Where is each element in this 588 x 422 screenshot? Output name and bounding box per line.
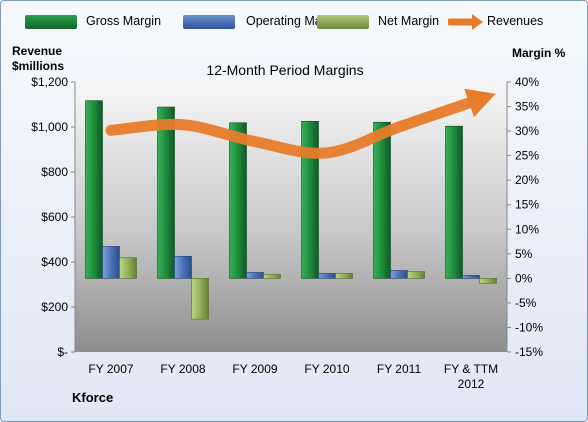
x-tick-label-5: FY & TTM — [444, 362, 498, 376]
right-axis-title: Margin % — [512, 46, 566, 60]
x-tick-label-0: FY 2007 — [88, 362, 133, 376]
x-tick-label-1: FY 2008 — [160, 362, 205, 376]
legend-label-revenue: Revenues — [487, 14, 544, 28]
x-tick-label-5-line2: 2012 — [458, 377, 485, 391]
bar-gross-3 — [301, 120, 319, 279]
y-right-tick-4: 5% — [515, 247, 533, 261]
y-left-tick-6: $1,200 — [31, 75, 68, 89]
bar-gross-4 — [373, 121, 391, 279]
y-right-tick-5: 10% — [515, 222, 539, 236]
bar-net-0 — [119, 257, 137, 279]
left-axis-title-line1: Revenue — [12, 44, 63, 58]
bar-gross-2 — [229, 122, 247, 279]
bar-net-1 — [191, 278, 209, 320]
bar-net-4 — [407, 271, 425, 279]
y-right-tick-0: -15% — [515, 345, 543, 359]
y-left-tick-5: $1,000 — [31, 120, 68, 134]
y-right-tick-11: 40% — [515, 75, 539, 89]
legend-swatch-net — [317, 15, 369, 29]
y-left-tick-0: $- — [57, 345, 68, 359]
bar-operating-1 — [174, 255, 192, 279]
chart-title: 12-Month Period Margins — [206, 62, 363, 78]
x-tick-label-2: FY 2009 — [232, 362, 277, 376]
y-left-tick-2: $400 — [41, 255, 68, 269]
bar-operating-5 — [462, 275, 480, 279]
y-left-tick-3: $600 — [41, 210, 68, 224]
x-tick-label-3: FY 2010 — [304, 362, 349, 376]
bar-gross-1 — [157, 106, 175, 279]
y-right-tick-9: 30% — [515, 124, 539, 138]
y-right-tick-7: 20% — [515, 173, 539, 187]
x-tick-label-4: FY 2011 — [377, 362, 422, 376]
y-right-tick-8: 25% — [515, 149, 539, 163]
bar-operating-2 — [246, 272, 264, 279]
revenue-arrowhead — [464, 88, 496, 118]
legend-label-net: Net Margin — [378, 14, 440, 28]
bar-net-3 — [335, 273, 353, 279]
bar-operating-0 — [102, 246, 120, 279]
left-axis-title-line2: $millions — [12, 59, 65, 73]
legend-swatch-operating — [183, 15, 235, 29]
y-left-tick-1: $200 — [41, 300, 68, 314]
y-right-tick-6: 15% — [515, 198, 539, 212]
bar-operating-3 — [318, 273, 336, 279]
legend-swatch-revenue — [448, 14, 483, 30]
bar-net-2 — [263, 274, 281, 279]
bar-net-5 — [479, 278, 497, 284]
company-label: Kforce — [72, 390, 114, 405]
y-right-tick-2: -5% — [515, 296, 537, 310]
y-right-tick-1: -10% — [515, 320, 543, 334]
bar-gross-0 — [85, 100, 103, 279]
y-right-tick-3: 0% — [515, 271, 533, 285]
revenue-line — [105, 96, 477, 159]
legend-swatch-gross — [25, 15, 77, 29]
y-left-tick-4: $800 — [41, 165, 68, 179]
bar-gross-5 — [445, 125, 463, 279]
bar-operating-4 — [390, 270, 408, 279]
legend-label-gross: Gross Margin — [86, 14, 162, 28]
y-right-tick-10: 35% — [515, 100, 539, 114]
